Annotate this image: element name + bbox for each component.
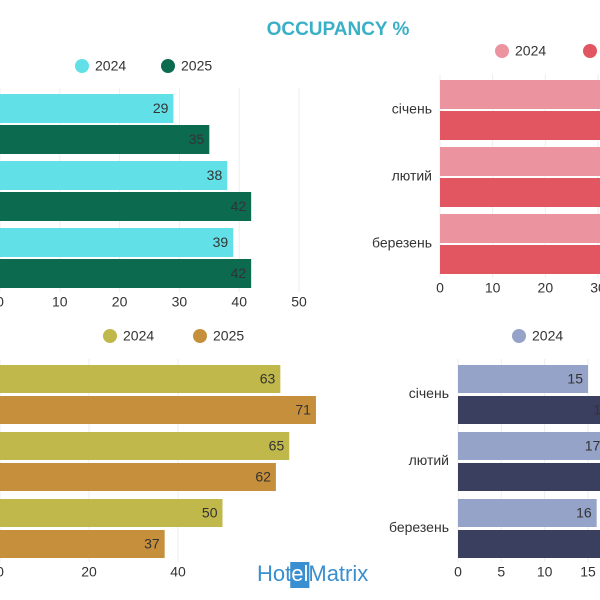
x-tick-label: 0	[436, 280, 444, 296]
x-tick-label: 0	[0, 564, 4, 580]
bar	[0, 228, 234, 257]
x-tick-label: 10	[52, 294, 68, 310]
bar	[0, 365, 281, 393]
legend-marker	[161, 59, 175, 73]
logo-box	[290, 562, 310, 588]
x-tick-label: 0	[454, 564, 462, 580]
logo-backdrop	[232, 540, 432, 600]
legend-marker	[193, 329, 207, 343]
value-label: 15	[567, 371, 583, 387]
bar	[0, 94, 174, 123]
legend-marker	[103, 329, 117, 343]
bar	[0, 463, 276, 491]
logo-text: el	[291, 561, 308, 586]
bar	[0, 161, 228, 190]
x-tick-label: 0	[0, 294, 4, 310]
legend-label: 2024	[515, 43, 546, 59]
bar	[440, 214, 600, 243]
value-label: 63	[260, 371, 276, 387]
value-label: 71	[295, 402, 311, 418]
x-tick-label: 20	[112, 294, 128, 310]
category-label: лютий	[392, 168, 432, 184]
page-title: OCCUPANCY %	[267, 19, 410, 40]
value-label: 42	[231, 198, 247, 214]
value-label: 62	[255, 469, 271, 485]
bar	[440, 147, 600, 176]
logo-text: Hot	[257, 561, 291, 586]
x-tick-label: 5	[497, 564, 505, 580]
legend-label: 2025	[213, 328, 244, 344]
legend-marker	[583, 44, 597, 58]
value-label: 39	[213, 234, 229, 250]
value-label: 29	[153, 100, 169, 116]
legend-marker	[75, 59, 89, 73]
bar	[0, 259, 252, 288]
bar	[458, 530, 600, 558]
legend-label: 2024	[532, 328, 563, 344]
value-label: 35	[189, 131, 205, 147]
x-tick-label: 10	[537, 564, 553, 580]
x-tick-label: 40	[170, 564, 186, 580]
bar	[458, 499, 597, 527]
bar	[0, 396, 316, 424]
value-label: 17	[585, 438, 600, 454]
category-label: січень	[409, 385, 449, 401]
bar	[0, 530, 165, 558]
value-label: 16	[576, 505, 592, 521]
x-tick-label: 30	[590, 280, 600, 296]
x-tick-label: 30	[172, 294, 188, 310]
bar	[458, 463, 600, 491]
bar	[0, 125, 210, 154]
value-label: 38	[207, 167, 223, 183]
value-label: 50	[202, 505, 218, 521]
legend-label: 2024	[123, 328, 154, 344]
bar	[0, 499, 223, 527]
bar	[0, 192, 252, 221]
value-label: 18	[593, 402, 600, 418]
x-tick-label: 20	[81, 564, 97, 580]
bar	[458, 365, 588, 393]
bar	[458, 432, 600, 460]
x-tick-label: 20	[538, 280, 554, 296]
bar	[440, 80, 600, 109]
bar	[440, 111, 600, 140]
legend-label: 2024	[95, 58, 126, 74]
legend-marker	[495, 44, 509, 58]
bar	[0, 432, 290, 460]
category-label: березень	[389, 519, 449, 535]
legend-label: 2025	[181, 58, 212, 74]
category-label: січень	[392, 101, 432, 117]
bar	[458, 396, 600, 424]
value-label: 42	[231, 265, 247, 281]
x-tick-label: 40	[231, 294, 247, 310]
bar	[440, 178, 600, 207]
legend-marker	[512, 329, 526, 343]
bar	[440, 245, 600, 274]
x-tick-label: 10	[485, 280, 501, 296]
x-tick-label: 15	[580, 564, 596, 580]
category-label: лютий	[409, 452, 449, 468]
logo-text: Matrix	[308, 561, 368, 586]
value-label: 65	[269, 438, 285, 454]
x-tick-label: 50	[291, 294, 307, 310]
category-label: березень	[372, 235, 432, 251]
value-label: 37	[144, 536, 160, 552]
